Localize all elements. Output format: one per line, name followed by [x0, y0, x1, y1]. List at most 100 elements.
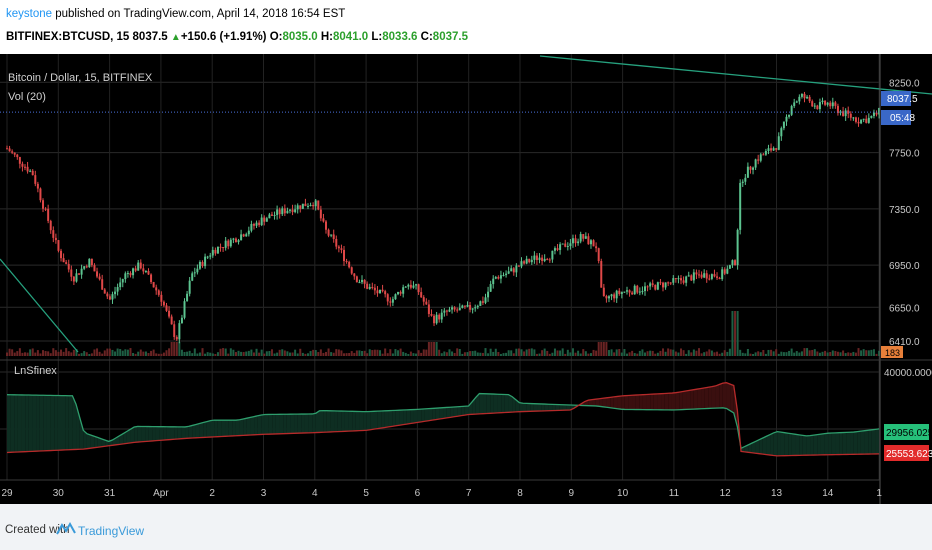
ln-fill-segment	[268, 414, 273, 435]
volume-bar	[682, 350, 685, 356]
volume-indicator-label: Vol (20)	[8, 91, 46, 103]
candle-body	[139, 262, 142, 269]
volume-bar	[245, 351, 248, 356]
volume-bar	[317, 352, 320, 356]
volume-badge-text: 183	[885, 348, 900, 358]
volume-bar	[824, 350, 827, 356]
author-link[interactable]: keystone	[6, 8, 53, 20]
x-tick-label: 12	[720, 488, 732, 499]
ln-fill-segment	[348, 411, 353, 432]
ln-fill-segment	[301, 414, 305, 434]
candle-body	[875, 112, 878, 115]
price-y-tick-label: 8250.0	[889, 78, 920, 89]
volume-bar	[574, 352, 577, 356]
candle-body	[420, 292, 423, 298]
candle-body	[273, 215, 276, 217]
volume-bar	[294, 349, 297, 356]
volume-bar	[425, 349, 428, 356]
volume-bar	[44, 351, 47, 356]
candle-body	[386, 294, 389, 302]
volume-bar	[695, 350, 698, 356]
volume-bar	[564, 353, 567, 356]
volume-bar	[690, 352, 693, 356]
candle-body	[481, 301, 484, 303]
volume-bar	[860, 350, 863, 356]
tradingview-link[interactable]: TradingView	[78, 524, 145, 538]
candle-body	[471, 308, 474, 310]
candle-body	[667, 282, 670, 284]
candle-body	[245, 234, 248, 237]
ln-fill-segment	[399, 410, 404, 426]
candle-body	[710, 274, 713, 279]
candle-body	[746, 166, 749, 178]
chart-area[interactable]: 8250.0 7750.0 7350.0 6950.0 6650.0 6410.0 4000…	[0, 54, 932, 504]
volume-bar	[270, 349, 273, 356]
ln-fill-segment	[479, 393, 484, 414]
ln-fill-segment	[544, 404, 549, 411]
volume-bar	[173, 342, 176, 356]
candle-body	[304, 203, 307, 207]
volume-bar	[88, 353, 91, 356]
candle-body	[852, 117, 855, 119]
ln-fill-segment	[606, 397, 611, 408]
candle-body	[780, 128, 783, 137]
high-value: 8041.0	[333, 31, 369, 43]
ln-fill-segment	[566, 404, 571, 411]
candle-body	[198, 262, 201, 269]
volume-bar	[466, 352, 469, 356]
ln-fill-segment	[403, 409, 407, 425]
volume-bar	[515, 348, 518, 356]
candle-body	[355, 276, 358, 283]
candle-body	[65, 262, 68, 264]
volume-bar	[162, 352, 165, 356]
volume-bar	[340, 350, 343, 356]
volume-bar	[541, 350, 544, 356]
candle-body	[286, 210, 289, 214]
candle-body	[654, 284, 657, 290]
ln-fill-segment	[464, 406, 469, 416]
candle-body	[741, 181, 744, 183]
ln-fill-segment	[377, 410, 382, 429]
candle-body	[229, 239, 232, 247]
candle-body	[566, 245, 569, 247]
countdown-text: 05:48	[890, 113, 915, 124]
candle-body	[842, 111, 845, 117]
volume-bar	[723, 350, 726, 356]
volume-bar	[659, 350, 662, 356]
volume-bar	[600, 342, 603, 356]
volume-bar	[669, 349, 672, 356]
volume-bar	[754, 352, 757, 356]
volume-bar	[180, 349, 183, 356]
volume-bar	[39, 353, 42, 356]
candle-body	[129, 273, 132, 276]
volume-bar	[119, 349, 122, 356]
volume-bar	[260, 349, 263, 356]
volume-bar	[420, 352, 423, 356]
volume-bar	[209, 352, 212, 356]
ln-fill-segment	[486, 393, 491, 414]
candle-body	[445, 310, 448, 312]
ln-fill-segment	[7, 394, 11, 453]
candle-body	[13, 152, 16, 155]
ln-fill-segment	[424, 408, 429, 422]
volume-bar	[288, 352, 291, 356]
ln-fill-segment	[522, 403, 527, 412]
candle-body	[878, 107, 881, 115]
volume-bar	[126, 349, 129, 356]
candle-body	[695, 272, 698, 275]
last-price: 8037.5	[132, 31, 168, 43]
volume-bar	[587, 353, 590, 356]
candle-body	[834, 102, 837, 106]
candle-body	[553, 248, 556, 251]
price-change: +150.6 (+1.91%)	[180, 31, 267, 43]
volume-bar	[517, 348, 520, 356]
volume-bar	[865, 350, 868, 356]
candle-body	[582, 234, 585, 239]
volume-bar	[577, 350, 580, 356]
volume-bar	[11, 349, 14, 356]
x-tick-label: 6	[415, 488, 421, 499]
candle-body	[849, 113, 852, 118]
ln-fill-segment	[853, 431, 858, 455]
candle-body	[448, 309, 451, 312]
candle-body	[517, 265, 520, 267]
